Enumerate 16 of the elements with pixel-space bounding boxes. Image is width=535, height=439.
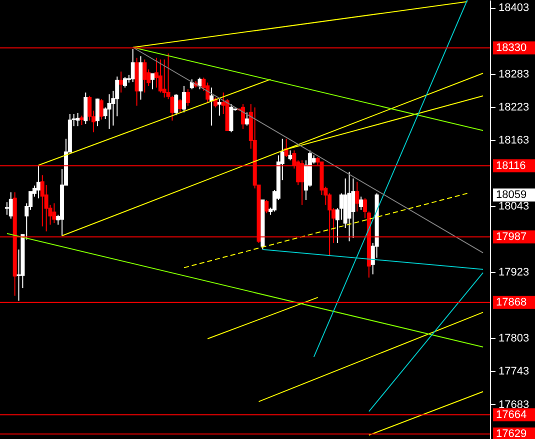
ref-line-label: 17868 (496, 296, 527, 308)
y-tick-label: 18223 (498, 101, 530, 114)
ref-line-label: 17664 (496, 408, 527, 421)
y-tick-label: 17923 (498, 266, 530, 279)
ref-line-label: 17629 (496, 428, 527, 439)
y-tick-label: 18403 (498, 2, 530, 14)
ref-line-label: 18116 (496, 160, 526, 172)
text: 18059 (496, 189, 527, 201)
y-tick-label: 17683 (498, 398, 530, 411)
y-tick-label: 18283 (498, 68, 530, 80)
y-tick-label: 17803 (498, 332, 530, 345)
y-tick-label: 18043 (498, 200, 530, 213)
ref-line-label: 18330 (496, 42, 527, 54)
ref-line-label: 17987 (496, 230, 527, 243)
y-tick-label: 18163 (498, 134, 530, 146)
y-tick-label: 17743 (498, 366, 530, 378)
